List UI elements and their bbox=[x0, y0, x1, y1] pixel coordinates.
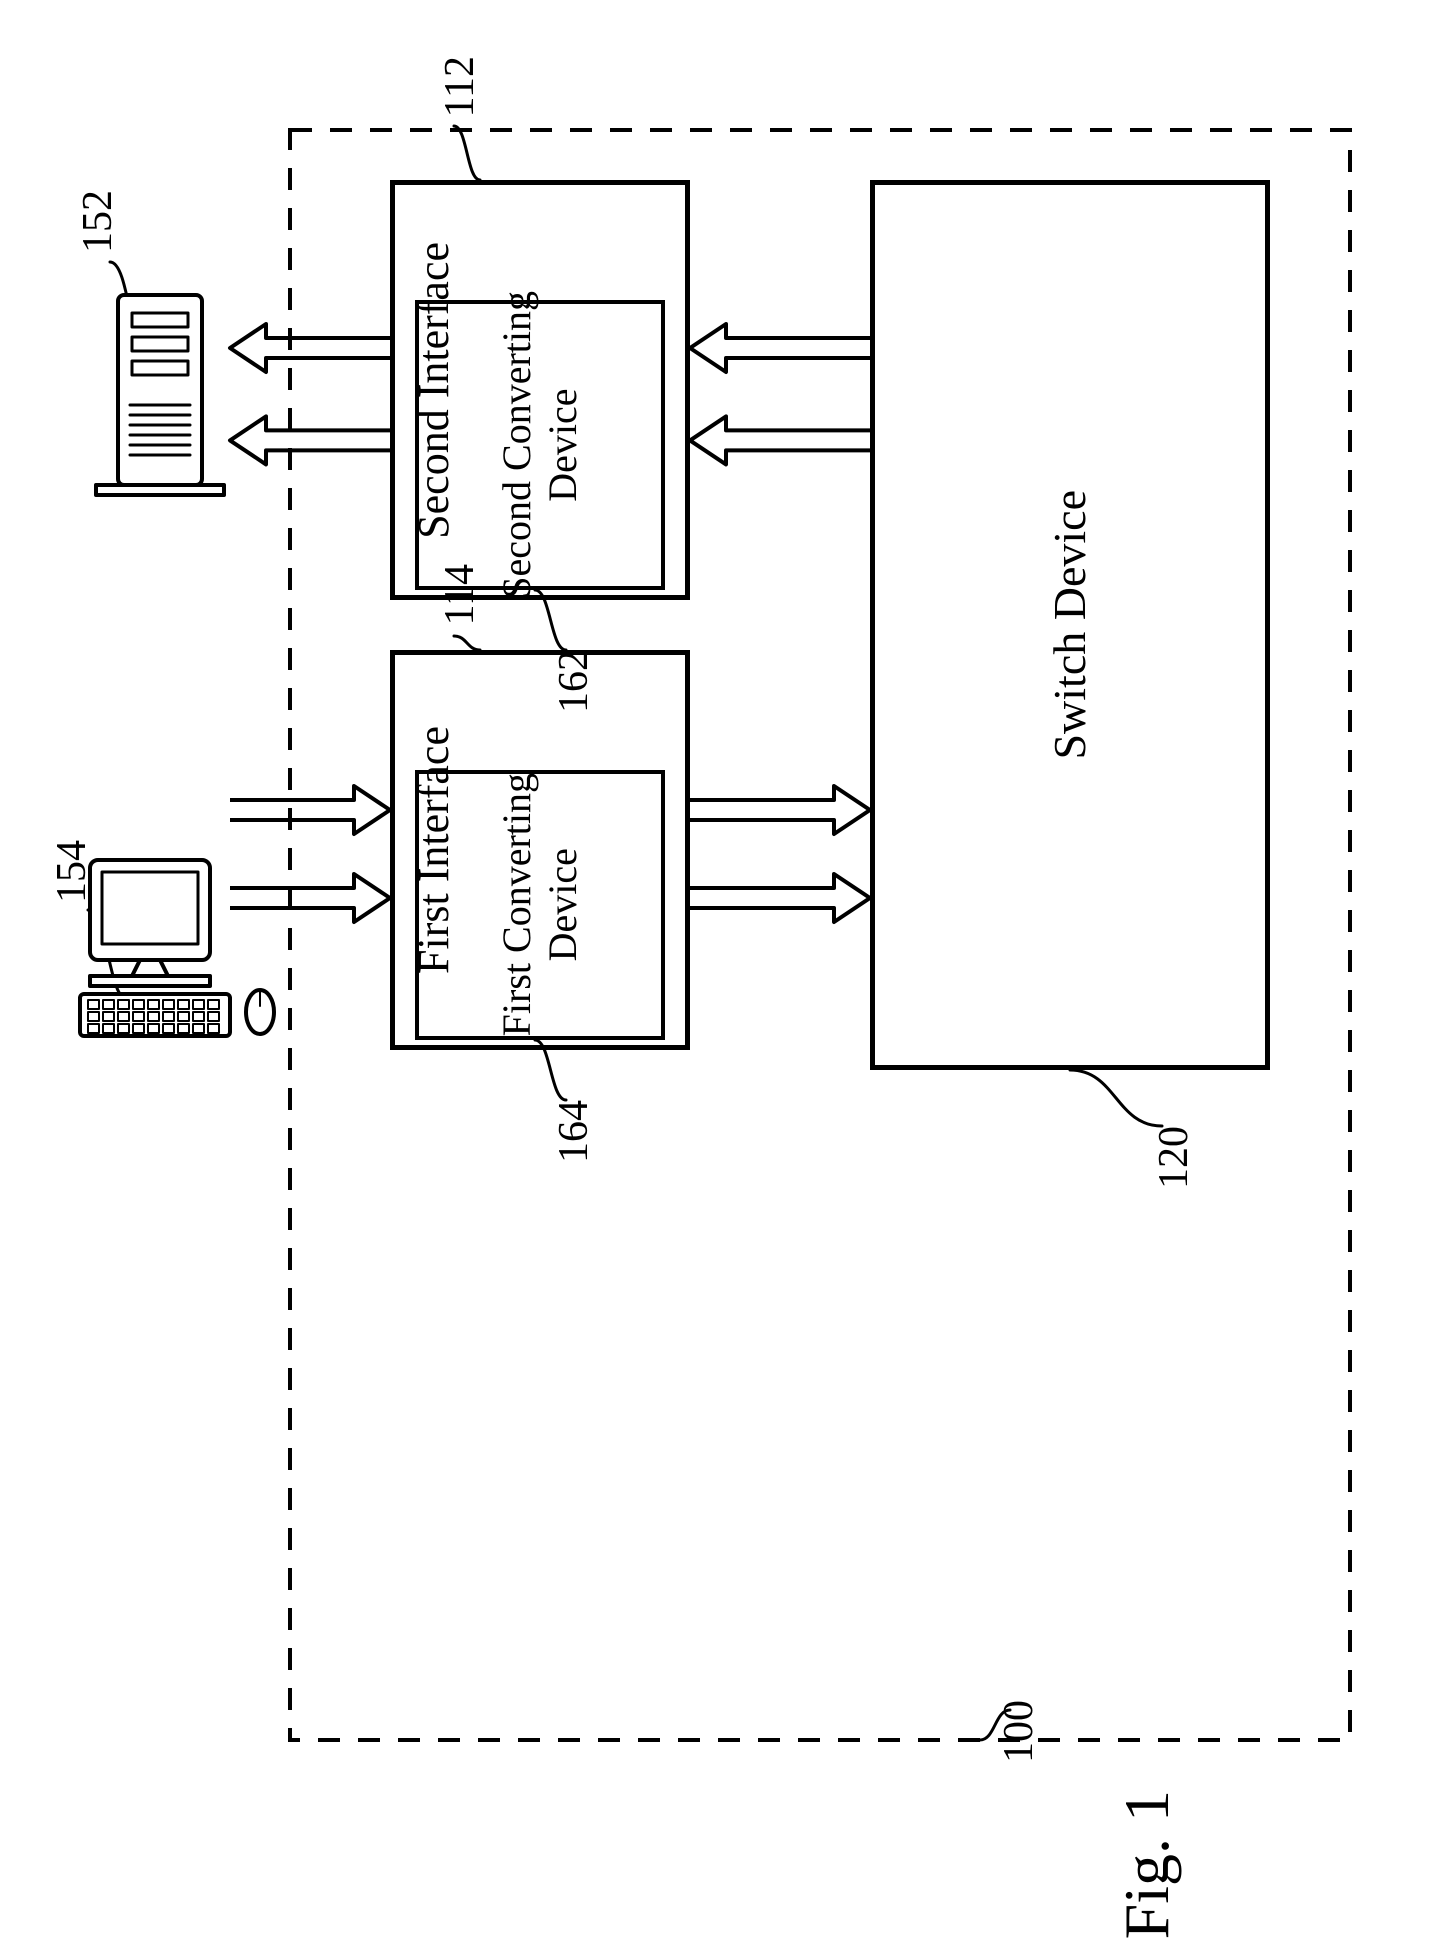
ref-112: 112 bbox=[436, 56, 484, 128]
switch-device-120: Switch Device bbox=[870, 180, 1270, 1070]
second-converting-device-label: Second Converting Device bbox=[494, 291, 586, 599]
ref-152: 152 bbox=[74, 190, 122, 264]
figure-caption: Fig. 1 bbox=[1110, 1790, 1184, 1955]
second-converting-device-162: Second Converting Device bbox=[415, 300, 665, 590]
switch-device-label: Switch Device bbox=[1044, 490, 1097, 760]
ref-154: 154 bbox=[48, 840, 96, 914]
ref-162: 162 bbox=[550, 650, 598, 724]
ref-120: 120 bbox=[1150, 1126, 1198, 1200]
first-converting-device-label: First Converting Device bbox=[494, 773, 586, 1036]
ref-164: 164 bbox=[550, 1100, 598, 1174]
figure-stage: Switch Device Second Interface Second Co… bbox=[0, 0, 1454, 1934]
ref-100: 100 bbox=[995, 1700, 1043, 1774]
ref-114: 114 bbox=[436, 564, 484, 636]
first-converting-device-164: First Converting Device bbox=[415, 770, 665, 1040]
